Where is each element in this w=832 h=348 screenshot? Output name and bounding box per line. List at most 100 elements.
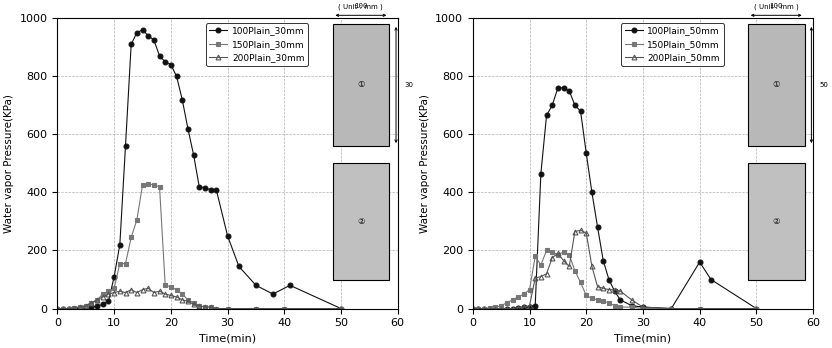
100Plain_50mm <box>536 172 546 176</box>
150Plain_50mm <box>604 301 614 305</box>
150Plain_30mm <box>171 287 181 292</box>
150Plain_30mm <box>126 235 136 239</box>
Text: 100: 100 <box>354 3 368 9</box>
200Plain_50mm <box>530 276 540 280</box>
100Plain_50mm <box>473 307 483 311</box>
150Plain_50mm <box>587 296 597 300</box>
200Plain_50mm <box>582 231 592 235</box>
100Plain_30mm <box>166 63 176 67</box>
200Plain_30mm <box>87 301 97 305</box>
150Plain_30mm <box>194 303 204 308</box>
100Plain_30mm <box>92 304 102 308</box>
150Plain_50mm <box>508 298 518 302</box>
150Plain_30mm <box>92 298 102 302</box>
150Plain_30mm <box>115 261 125 266</box>
150Plain_30mm <box>109 286 119 290</box>
150Plain_30mm <box>251 307 261 311</box>
100Plain_50mm <box>592 225 602 229</box>
150Plain_30mm <box>75 305 85 309</box>
150Plain_50mm <box>479 307 489 311</box>
100Plain_50mm <box>751 307 761 311</box>
100Plain_50mm <box>524 305 534 309</box>
200Plain_50mm <box>570 230 580 234</box>
100Plain_30mm <box>149 38 159 42</box>
Line: 150Plain_50mm: 150Plain_50mm <box>470 248 759 311</box>
200Plain_30mm <box>121 291 131 295</box>
200Plain_30mm <box>189 302 199 306</box>
100Plain_50mm <box>587 190 597 195</box>
100Plain_30mm <box>98 302 108 306</box>
150Plain_30mm <box>64 307 74 311</box>
200Plain_30mm <box>109 291 119 295</box>
Text: ( Unit : mm ): ( Unit : mm ) <box>754 3 799 10</box>
200Plain_50mm <box>547 256 557 260</box>
200Plain_50mm <box>479 307 489 311</box>
150Plain_50mm <box>592 298 602 302</box>
100Plain_30mm <box>143 33 153 38</box>
200Plain_50mm <box>592 285 602 289</box>
200Plain_30mm <box>155 289 165 293</box>
100Plain_50mm <box>530 303 540 308</box>
200Plain_50mm <box>576 228 586 232</box>
150Plain_50mm <box>564 253 574 257</box>
Line: 100Plain_50mm: 100Plain_50mm <box>470 86 759 311</box>
200Plain_30mm <box>81 303 91 308</box>
200Plain_30mm <box>183 299 193 303</box>
150Plain_50mm <box>598 299 608 303</box>
100Plain_50mm <box>582 151 592 155</box>
100Plain_50mm <box>542 113 552 118</box>
200Plain_30mm <box>52 307 62 311</box>
100Plain_50mm <box>576 109 586 113</box>
200Plain_30mm <box>92 298 102 302</box>
Text: ①: ① <box>357 80 364 89</box>
200Plain_30mm <box>149 291 159 295</box>
200Plain_30mm <box>143 286 153 290</box>
100Plain_30mm <box>109 275 119 279</box>
150Plain_30mm <box>143 182 153 186</box>
100Plain_30mm <box>189 152 199 157</box>
Text: ②: ② <box>357 217 364 226</box>
Bar <box>748 24 805 146</box>
200Plain_30mm <box>137 287 147 292</box>
200Plain_50mm <box>666 307 676 311</box>
100Plain_30mm <box>115 243 125 247</box>
Text: 30: 30 <box>404 82 414 88</box>
Line: 200Plain_50mm: 200Plain_50mm <box>470 228 759 311</box>
150Plain_50mm <box>542 248 552 253</box>
100Plain_50mm <box>616 298 626 302</box>
Text: ②: ② <box>772 217 780 226</box>
100Plain_30mm <box>52 307 62 311</box>
200Plain_50mm <box>536 275 546 279</box>
150Plain_30mm <box>161 283 171 287</box>
150Plain_30mm <box>87 301 97 305</box>
200Plain_30mm <box>336 307 346 311</box>
150Plain_50mm <box>468 307 478 311</box>
200Plain_50mm <box>638 305 648 309</box>
100Plain_30mm <box>161 60 171 64</box>
100Plain_50mm <box>610 289 620 293</box>
100Plain_50mm <box>666 307 676 311</box>
100Plain_30mm <box>155 54 165 58</box>
200Plain_50mm <box>695 307 705 311</box>
Line: 150Plain_30mm: 150Plain_30mm <box>55 181 344 311</box>
100Plain_30mm <box>211 188 221 192</box>
100Plain_30mm <box>58 307 68 311</box>
100Plain_50mm <box>519 305 529 309</box>
150Plain_30mm <box>336 307 346 311</box>
150Plain_50mm <box>491 305 501 309</box>
100Plain_30mm <box>121 144 131 148</box>
150Plain_30mm <box>183 298 193 302</box>
100Plain_30mm <box>177 97 187 102</box>
Bar <box>748 163 805 279</box>
200Plain_50mm <box>524 303 534 308</box>
200Plain_50mm <box>587 264 597 269</box>
150Plain_50mm <box>638 307 648 311</box>
150Plain_50mm <box>616 305 626 309</box>
100Plain_50mm <box>479 307 489 311</box>
200Plain_30mm <box>161 292 171 296</box>
200Plain_30mm <box>126 287 136 292</box>
150Plain_30mm <box>98 292 108 296</box>
100Plain_30mm <box>234 264 244 269</box>
Bar <box>333 163 389 279</box>
Line: 100Plain_30mm: 100Plain_30mm <box>55 27 344 311</box>
